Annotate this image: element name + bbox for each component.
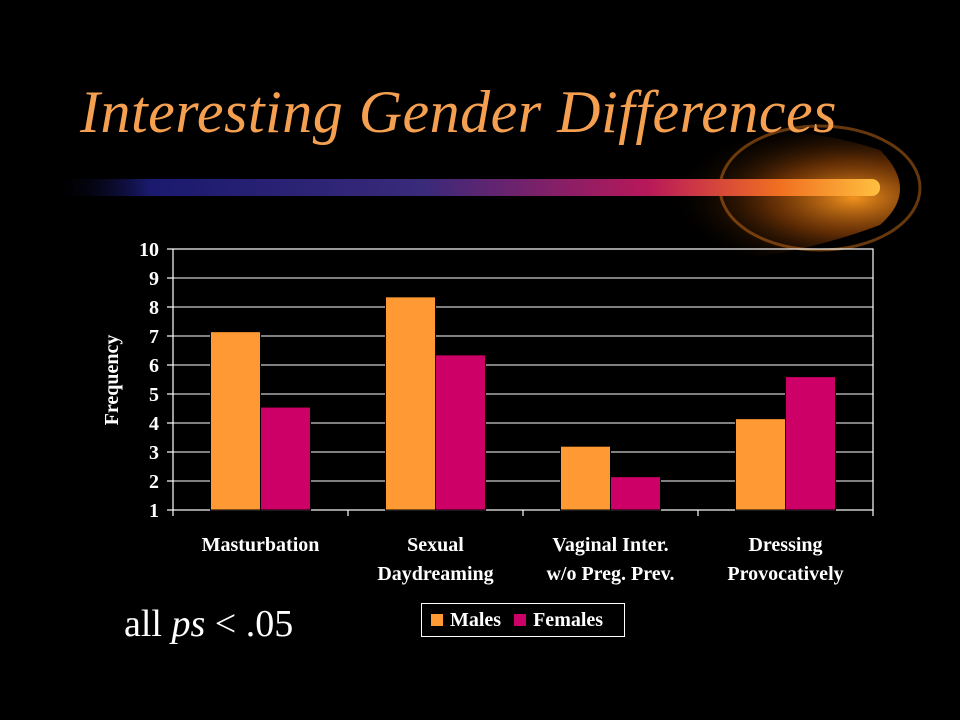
bar-females-2 xyxy=(610,476,661,511)
x-category-label: Masturbation xyxy=(202,534,320,556)
legend-label-females: Females xyxy=(533,608,604,631)
chart-legend: Males Females xyxy=(421,603,625,637)
note-suffix: < .05 xyxy=(205,603,294,645)
bar-females-0 xyxy=(260,406,311,511)
y-axis-label: Frequency xyxy=(101,335,123,426)
bar-males-1 xyxy=(385,296,436,511)
legend-swatch-males xyxy=(430,613,444,627)
y-tick-label: 7 xyxy=(149,326,159,348)
x-category-label: Sexual xyxy=(407,534,464,556)
y-tick-label: 4 xyxy=(149,413,159,435)
bar-males-2 xyxy=(560,445,611,511)
y-tick-label: 6 xyxy=(149,355,159,377)
legend-label-males: Males xyxy=(450,608,502,631)
legend-item-females: Females xyxy=(513,609,603,632)
x-category-label: Provocatively xyxy=(727,563,843,585)
y-tick-label: 3 xyxy=(149,442,159,464)
slide-title: Interesting Gender Differences xyxy=(80,79,838,145)
y-tick-label: 2 xyxy=(149,471,159,493)
x-category-label: Dressing xyxy=(748,534,822,556)
bars xyxy=(210,296,836,511)
note-prefix: all xyxy=(124,603,172,645)
bar-females-1 xyxy=(435,354,486,511)
note-italic: ps xyxy=(171,603,206,645)
x-category-label: Vaginal Inter. xyxy=(552,534,668,556)
x-category-label: w/o Preg. Prev. xyxy=(546,563,674,585)
axes xyxy=(167,248,874,516)
y-tick-label: 9 xyxy=(149,268,159,290)
y-tick-label: 10 xyxy=(139,239,159,261)
y-tick-label: 8 xyxy=(149,297,159,319)
y-tick-label: 5 xyxy=(149,384,159,406)
bar-males-3 xyxy=(735,418,786,511)
bar-females-3 xyxy=(785,376,836,511)
legend-item-males: Males xyxy=(430,609,501,632)
significance-note: all ps < .05 xyxy=(124,602,293,646)
y-tick-label: 1 xyxy=(149,500,159,522)
labels: 1 2 3 4 5 6 7 8 9 10 Masturbation Sexual Daydreaming… xyxy=(139,239,844,585)
bar-males-0 xyxy=(210,331,261,511)
legend-swatch-females xyxy=(513,613,528,627)
x-category-label: Daydreaming xyxy=(377,563,493,585)
